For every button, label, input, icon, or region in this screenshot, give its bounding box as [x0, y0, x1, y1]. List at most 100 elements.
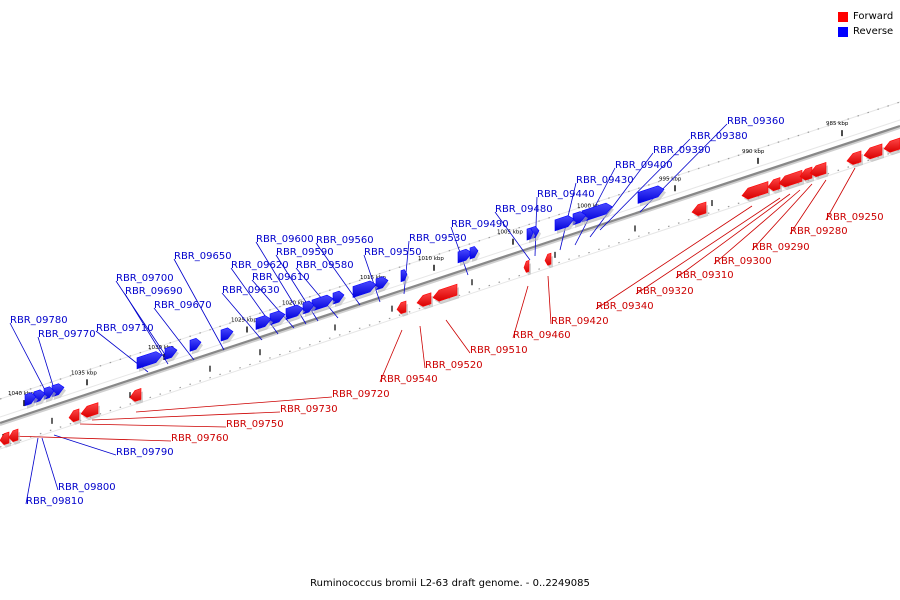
- gene-label[interactable]: RBR_09670: [154, 300, 212, 311]
- backbone-shadow: [0, 127, 900, 426]
- reverse-gene-arrow[interactable]: [255, 315, 273, 333]
- reverse-gene-arrow[interactable]: [637, 185, 666, 207]
- gene-label[interactable]: RBR_09390: [653, 145, 711, 156]
- forward-gene-arrow[interactable]: [8, 428, 20, 445]
- reverse-gene-arrow[interactable]: [269, 310, 287, 328]
- leader-line: [445, 319, 471, 354]
- leader-line: [419, 325, 426, 369]
- gene-label[interactable]: RBR_09620: [231, 260, 289, 271]
- reverse-gene-arrow[interactable]: [220, 327, 235, 345]
- gene-label[interactable]: RBR_09600: [256, 234, 314, 245]
- reverse-gene-arrow[interactable]: [526, 227, 535, 244]
- reverse-gene-arrow[interactable]: [302, 300, 316, 318]
- gene-label[interactable]: RBR_09400: [615, 160, 673, 171]
- gene-label[interactable]: RBR_09750: [226, 419, 284, 430]
- gene-label[interactable]: RBR_09510: [470, 345, 528, 356]
- forward-gene-arrow[interactable]: [129, 388, 143, 405]
- forward-gene-arrow[interactable]: [432, 283, 459, 305]
- gene-label[interactable]: RBR_09490: [451, 219, 509, 230]
- leader-line: [789, 179, 827, 235]
- leader-line: [595, 205, 753, 310]
- gene-label[interactable]: RBR_09420: [551, 316, 609, 327]
- forward-gene-arrow[interactable]: [80, 402, 100, 421]
- gene-label[interactable]: RBR_09250: [826, 212, 884, 223]
- reverse-swatch: [838, 26, 848, 37]
- forward-gene-arrow[interactable]: [778, 169, 804, 190]
- gene-label[interactable]: RBR_09430: [576, 175, 634, 186]
- reverse-gene-arrow[interactable]: [332, 290, 346, 308]
- gene-label[interactable]: RBR_09320: [636, 286, 694, 297]
- forward-gene-arrow[interactable]: [396, 300, 408, 317]
- gene-label[interactable]: RBR_09810: [26, 496, 84, 507]
- forward-gene-arrow[interactable]: [544, 252, 553, 269]
- reverse-gene-arrow[interactable]: [572, 211, 588, 228]
- gene-label[interactable]: RBR_09480: [495, 204, 553, 215]
- genome-caption: Ruminococcus bromii L2-63 draft genome. …: [310, 578, 590, 589]
- gene-label[interactable]: RBR_09310: [676, 270, 734, 281]
- legend-item-forward: Forward: [838, 9, 893, 24]
- gene-label[interactable]: RBR_09360: [727, 116, 785, 127]
- gene-label[interactable]: RBR_09690: [125, 286, 183, 297]
- gene-label[interactable]: RBR_09460: [513, 330, 571, 341]
- forward-gene-arrow[interactable]: [863, 143, 884, 162]
- gene-label[interactable]: RBR_09650: [174, 251, 232, 262]
- forward-gene-arrow[interactable]: [883, 137, 900, 156]
- leader-line: [153, 307, 195, 361]
- leader-line: [589, 152, 654, 238]
- reverse-gene-arrow[interactable]: [189, 337, 203, 355]
- forward-gene-arrow[interactable]: [741, 181, 770, 203]
- gene-label[interactable]: RBR_09280: [790, 226, 848, 237]
- gene-label[interactable]: RBR_09440: [537, 189, 595, 200]
- gene-label[interactable]: RBR_09760: [171, 433, 229, 444]
- leader-line: [115, 280, 167, 357]
- scale-tick-label: 990 kbp: [742, 149, 765, 155]
- forward-gene-arrow[interactable]: [0, 431, 11, 448]
- reverse-gene-arrow[interactable]: [136, 351, 164, 372]
- reverse-gene-arrow[interactable]: [375, 276, 390, 293]
- leader-line: [534, 196, 538, 257]
- scale-tick-label: 1040 kbp: [8, 391, 34, 397]
- forward-gene-arrow[interactable]: [68, 408, 81, 425]
- reverse-gene-arrow[interactable]: [285, 304, 305, 323]
- leader-line: [363, 254, 381, 303]
- gene-label[interactable]: RBR_09340: [596, 301, 654, 312]
- forward-gene-arrow[interactable]: [767, 177, 782, 194]
- forward-gene-arrow[interactable]: [416, 292, 433, 310]
- gene-label[interactable]: RBR_09540: [380, 374, 438, 385]
- gene-label[interactable]: RBR_09550: [364, 247, 422, 258]
- gene-label[interactable]: RBR_09290: [752, 242, 810, 253]
- reverse-gene-arrow[interactable]: [51, 383, 66, 400]
- leader-line: [221, 292, 263, 341]
- reverse-gene-arrow[interactable]: [400, 269, 409, 285]
- gene-label[interactable]: RBR_09300: [714, 256, 772, 267]
- gene-label[interactable]: RBR_09560: [316, 235, 374, 246]
- gene-label[interactable]: RBR_09770: [38, 329, 96, 340]
- forward-gene-arrow[interactable]: [809, 162, 828, 180]
- gene-label[interactable]: RBR_09780: [10, 315, 68, 326]
- gene-label[interactable]: RBR_09580: [296, 260, 354, 271]
- gene-label[interactable]: RBR_09610: [252, 272, 310, 283]
- scale-tick: 1040 kbp: [8, 391, 34, 407]
- forward-gene-arrow[interactable]: [846, 150, 863, 168]
- reverse-gene-arrow[interactable]: [352, 280, 378, 301]
- reverse-gene-arrow[interactable]: [469, 246, 480, 262]
- gene-label[interactable]: RBR_09720: [332, 389, 390, 400]
- gene-label[interactable]: RBR_09380: [690, 131, 748, 142]
- gene-label[interactable]: RBR_09590: [276, 247, 334, 258]
- reverse-gene-arrow[interactable]: [311, 294, 335, 315]
- reverse-gene-arrow[interactable]: [554, 215, 576, 234]
- forward-gene-arrow[interactable]: [523, 260, 531, 276]
- gene-label[interactable]: RBR_09700: [116, 273, 174, 284]
- gene-label[interactable]: RBR_09630: [222, 285, 280, 296]
- gene-label[interactable]: RBR_09790: [116, 447, 174, 458]
- leader-line: [79, 423, 227, 428]
- reverse-gene-arrow[interactable]: [24, 392, 38, 409]
- forward-gene-arrow[interactable]: [691, 201, 708, 219]
- scale-tick: 1035 kbp: [71, 370, 97, 386]
- gene-label[interactable]: RBR_09800: [58, 482, 116, 493]
- gene-label[interactable]: RBR_09520: [425, 360, 483, 371]
- reverse-gene-arrow[interactable]: [164, 346, 179, 363]
- gene-label[interactable]: RBR_09730: [280, 404, 338, 415]
- gene-label[interactable]: RBR_09710: [96, 323, 154, 334]
- gene-label[interactable]: RBR_09530: [409, 233, 467, 244]
